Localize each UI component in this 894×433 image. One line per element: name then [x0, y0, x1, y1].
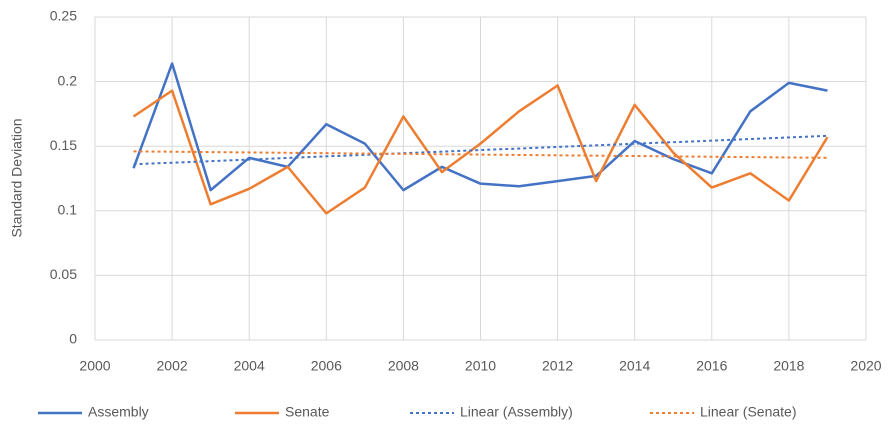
series-line [132, 62, 828, 192]
x-tick-label: 2004 [234, 358, 265, 374]
y-axis-label: Standard Deviation [9, 118, 25, 237]
legend-label: Linear (Assembly) [460, 404, 573, 420]
x-tick-label: 2008 [388, 358, 419, 374]
x-tick-label: 2002 [157, 358, 188, 374]
legend-label: Linear (Senate) [700, 404, 797, 420]
series-line [133, 134, 828, 166]
x-tick-label: 2020 [850, 358, 881, 374]
x-tick-label: 2010 [465, 358, 496, 374]
x-tick-label: 2006 [311, 358, 342, 374]
series-line [132, 84, 829, 215]
legend-label: Assembly [88, 404, 149, 420]
y-tick-label: 0 [69, 331, 77, 347]
x-tick-label: 2012 [542, 358, 573, 374]
series-line [133, 150, 828, 159]
y-tick-label: 0.1 [58, 202, 78, 218]
y-tick-label: 0.2 [58, 72, 78, 88]
x-tick-label: 2016 [696, 358, 727, 374]
legend-label: Senate [285, 404, 330, 420]
x-tick-label: 2000 [79, 358, 110, 374]
y-tick-label: 0.15 [50, 137, 77, 153]
y-tick-label: 0.05 [50, 266, 77, 282]
x-tick-label: 2018 [773, 358, 804, 374]
x-tick-label: 2014 [619, 358, 650, 374]
y-tick-label: 0.25 [50, 8, 77, 24]
